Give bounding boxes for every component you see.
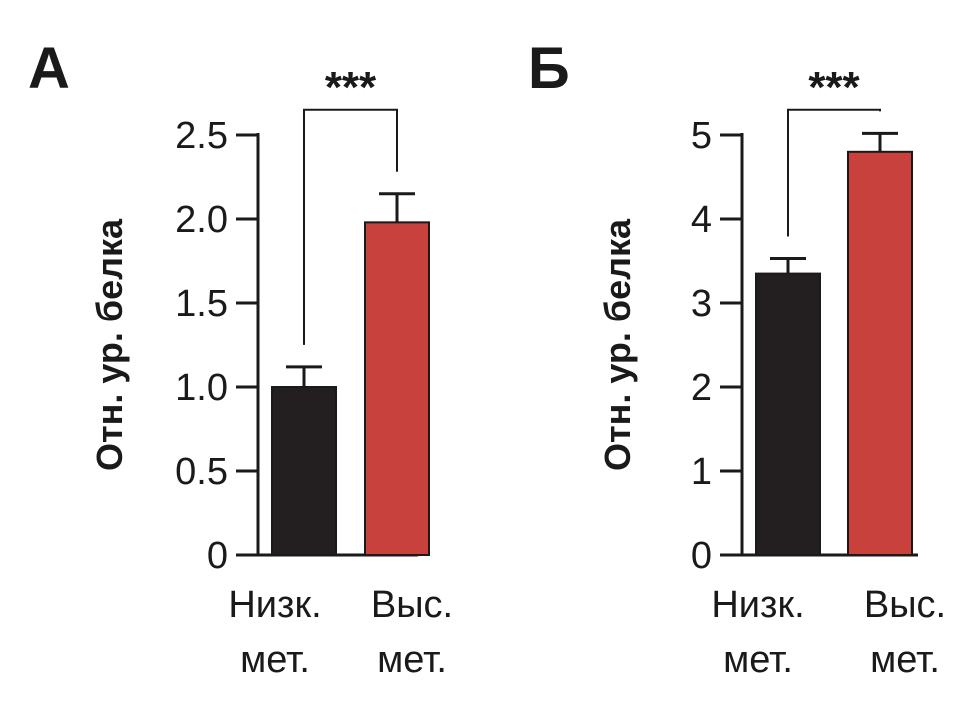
y-tick-label: 2 bbox=[691, 367, 712, 409]
bar-2 bbox=[847, 150, 913, 557]
category-label: Низк. bbox=[711, 584, 804, 626]
y-axis-label: Отн. ур. белка bbox=[597, 218, 638, 471]
y-tick-label: 0.5 bbox=[175, 451, 228, 493]
bar-1 bbox=[755, 272, 821, 556]
y-tick-label: 0 bbox=[207, 535, 228, 577]
y-tick-label: 1 bbox=[691, 451, 712, 493]
significance-bracket bbox=[787, 108, 881, 237]
significance-bracket bbox=[303, 108, 398, 345]
bar-1 bbox=[271, 386, 337, 556]
panel-label: Б bbox=[528, 36, 570, 101]
y-tick-label: 3 bbox=[691, 283, 712, 325]
category-label: Выс. bbox=[371, 584, 453, 626]
y-tick-label: 0 bbox=[691, 535, 712, 577]
y-tick-label: 2.5 bbox=[175, 115, 228, 157]
bar-2 bbox=[364, 221, 430, 557]
chart-panel-2: Б Отн. ур. белка 0 1 2 3 4 5 Низк. мет. Выс. мет. **… bbox=[528, 36, 946, 681]
category-label: Выс. bbox=[864, 584, 946, 626]
category-label: мет. bbox=[240, 639, 310, 681]
y-tick-label: 1.5 bbox=[175, 283, 228, 325]
chart-panel-1: А Отн. ур. белка 0 0.5 1.0 1.5 2.0 2.5 Низк. мет.… bbox=[28, 36, 453, 681]
category-label: мет. bbox=[723, 639, 793, 681]
y-tick-label: 2.0 bbox=[175, 199, 228, 241]
y-tick-label: 5 bbox=[691, 115, 712, 157]
significance-label: *** bbox=[808, 63, 860, 112]
panel-label: А bbox=[28, 36, 70, 101]
y-tick-label: 4 bbox=[691, 199, 712, 241]
y-tick-label: 1.0 bbox=[175, 367, 228, 409]
category-label: мет. bbox=[377, 639, 447, 681]
y-axis-label: Отн. ур. белка bbox=[89, 218, 130, 471]
significance-label: *** bbox=[325, 63, 377, 112]
category-label: мет. bbox=[870, 639, 940, 681]
category-label: Низк. bbox=[228, 584, 321, 626]
